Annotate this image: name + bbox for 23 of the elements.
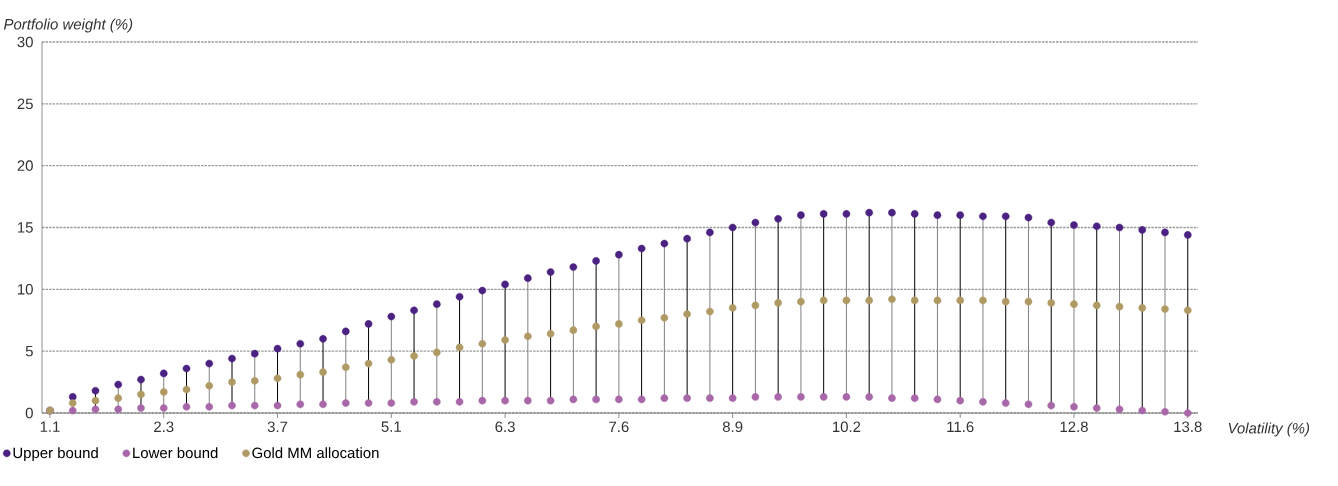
x-tick-label: 10.2 xyxy=(833,421,861,433)
y-tick-label: 0 xyxy=(25,407,33,419)
x-tick-label: 11.6 xyxy=(947,421,974,433)
x-tick-label: 13.8 xyxy=(1174,421,1202,433)
x-tick-label: 2.3 xyxy=(154,421,174,433)
y-tick-label: 30 xyxy=(17,36,33,48)
y-tick-label: 5 xyxy=(25,345,33,357)
x-tick-label: 3.7 xyxy=(267,421,288,433)
y-tick-label: 25 xyxy=(17,98,33,110)
x-axis-title: Volatility (%) xyxy=(1228,422,1310,437)
y-axis-title: Portfolio weight (%) xyxy=(3,18,133,33)
y-tick-label: 10 xyxy=(18,284,33,295)
y-tick-label: 15 xyxy=(18,222,33,233)
x-tick-label: 6.3 xyxy=(495,421,515,433)
x-tick-label: 5.1 xyxy=(381,421,401,432)
legend-label: Lower bound xyxy=(133,447,218,459)
x-tick-label: 1.1 xyxy=(40,421,60,432)
x-tick-label: 12.8 xyxy=(1060,421,1088,433)
x-tick-label: 8.9 xyxy=(722,421,743,433)
y-tick-label: 20 xyxy=(17,160,33,171)
x-tick-label: 7.6 xyxy=(609,421,629,433)
legend-label: Gold MM allocation xyxy=(252,447,379,459)
legend-label: Upper bound xyxy=(13,447,98,462)
